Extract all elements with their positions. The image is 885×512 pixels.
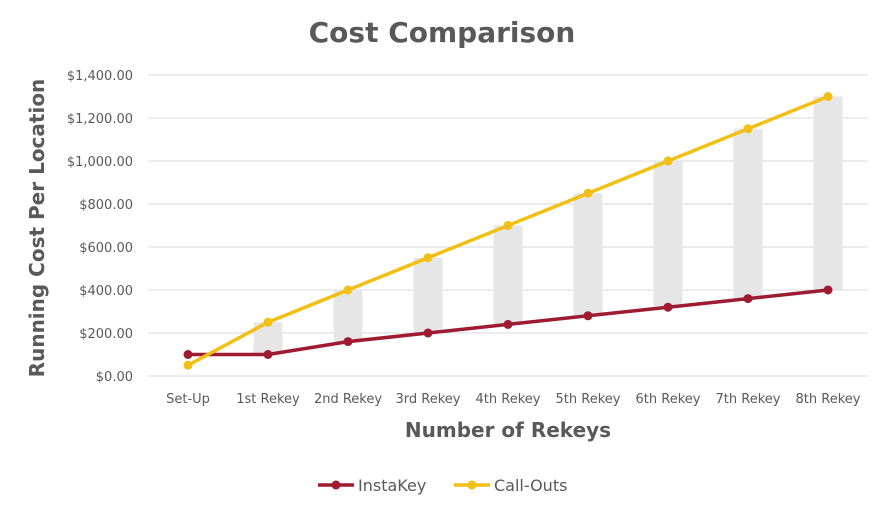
- instakey-point: [583, 311, 593, 321]
- call-outs-point: [583, 188, 593, 198]
- instakey-point: [343, 337, 353, 347]
- instakey-point: [503, 319, 513, 329]
- instakey-point: [743, 294, 753, 304]
- y-axis-ticks: $0.00 $200.00 $400.00 $600.00 $800.00 $1,000.…: [67, 69, 133, 385]
- call-outs-point: [743, 124, 753, 134]
- difference-bar: [733, 128, 763, 299]
- difference-bar: [333, 290, 363, 342]
- call-outs-point: [823, 92, 833, 101]
- difference-bar: [573, 193, 603, 316]
- x-tick-label: 4th Rekey: [476, 392, 541, 407]
- call-outs-point: [263, 317, 273, 327]
- y-tick-label: $1,000.00: [67, 155, 133, 170]
- call-outs-point: [183, 360, 193, 370]
- legend: InstaKey Call-Outs: [318, 476, 567, 495]
- difference-bar: [813, 96, 843, 290]
- difference-bar: [653, 161, 683, 308]
- instakey-legend-label: InstaKey: [358, 476, 426, 495]
- x-tick-label: 2nd Rekey: [314, 392, 382, 407]
- y-tick-label: $200.00: [79, 327, 133, 342]
- x-tick-label: 3rd Rekey: [396, 392, 461, 407]
- difference-bar: [413, 257, 443, 333]
- x-tick-label: Set-Up: [166, 392, 210, 407]
- call-outs-point: [423, 253, 433, 263]
- y-tick-label: $1,200.00: [67, 112, 133, 127]
- difference-bars: [253, 96, 843, 355]
- instakey-point: [263, 350, 273, 359]
- call-outs-legend-marker: [467, 480, 477, 490]
- x-axis-title: Number of Rekeys: [405, 418, 611, 442]
- series-lines: [183, 92, 833, 370]
- y-tick-label: $400.00: [79, 284, 133, 299]
- call-outs-point: [503, 221, 513, 230]
- difference-bar: [493, 225, 523, 325]
- y-tick-label: $0.00: [96, 370, 133, 385]
- instakey-point: [183, 350, 193, 359]
- instakey-legend-marker: [331, 480, 341, 490]
- call-outs-point: [663, 156, 673, 166]
- y-tick-label: $600.00: [79, 241, 133, 256]
- x-tick-label: 6th Rekey: [636, 392, 701, 407]
- x-axis-ticks: Set-Up 1st Rekey 2nd Rekey 3rd Rekey 4th Rek…: [166, 392, 861, 407]
- x-tick-label: 1st Rekey: [236, 392, 300, 407]
- chart-title: Cost Comparison: [309, 16, 576, 49]
- y-tick-label: $800.00: [79, 198, 133, 213]
- x-tick-label: 5th Rekey: [556, 392, 621, 407]
- instakey-point: [423, 328, 433, 338]
- y-tick-label: $1,400.00: [67, 69, 133, 84]
- instakey-point: [823, 285, 833, 295]
- call-outs-point: [343, 285, 353, 295]
- instakey-point: [663, 302, 673, 312]
- x-tick-label: 8th Rekey: [796, 392, 861, 407]
- y-axis-title: Running Cost Per Location: [25, 79, 49, 378]
- call-outs-legend-label: Call-Outs: [494, 476, 567, 495]
- x-tick-label: 7th Rekey: [716, 392, 781, 407]
